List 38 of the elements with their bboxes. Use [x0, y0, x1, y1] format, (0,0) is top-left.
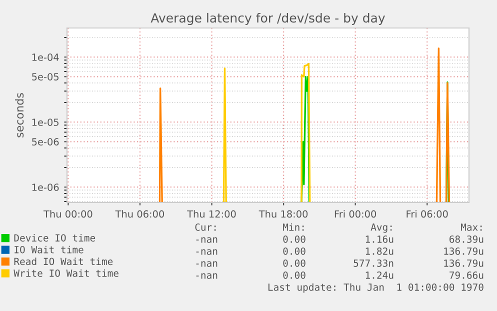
text: 136.79u	[444, 247, 484, 255]
text: -nan	[196, 273, 218, 279]
text: 1.16u	[366, 235, 394, 243]
x-tick-label: Thu 06:00	[115, 210, 164, 218]
text: 577.33n	[354, 259, 394, 267]
text: Min:	[282, 223, 304, 231]
text: -nan	[196, 261, 218, 267]
text: 68.39u	[450, 235, 484, 243]
x-tick-label: Thu 18:00	[258, 210, 308, 218]
text: 0.00	[283, 271, 306, 279]
text: -nan	[196, 249, 218, 255]
text: Max:	[460, 224, 482, 231]
text: 1.24u	[366, 271, 394, 279]
y-axis-title: seconds	[15, 93, 24, 138]
y-tick-label: 1e-04	[32, 54, 59, 61]
text: 79.66u	[450, 271, 484, 279]
x-tick-label: Fri 06:00	[406, 210, 448, 218]
y-tick-label: 1e-05	[32, 118, 59, 126]
x-tick-label: Fri 00:00	[334, 210, 376, 218]
text: Avg:	[370, 224, 392, 233]
y-tick-label: 1e-06	[32, 184, 59, 191]
text: -nan	[196, 237, 218, 243]
text: Last update: Thu Jan 1 01:00:00 1970	[268, 283, 484, 293]
text: Cur:	[195, 223, 216, 231]
y-tick-label: 5e-06	[32, 138, 59, 146]
legend-label: Read IO Wait time	[14, 258, 113, 266]
legend-label: IO Wait time	[14, 246, 84, 254]
text: 0.00	[283, 235, 306, 243]
text: 1.82u	[366, 247, 394, 255]
text: 0.00	[283, 247, 306, 255]
chart-title: Average latency for /dev/sde - by day	[150, 12, 385, 26]
text: 0.00	[283, 259, 306, 267]
legend-label: Device IO time	[14, 234, 96, 242]
x-tick-label: Thu 00:00	[43, 210, 92, 218]
legend-label: Write IO Wait time	[14, 269, 118, 277]
text: 136.79u	[444, 259, 484, 267]
y-tick-label: 5e-05	[32, 73, 59, 80]
x-tick-label: Thu 12:00	[187, 210, 236, 218]
